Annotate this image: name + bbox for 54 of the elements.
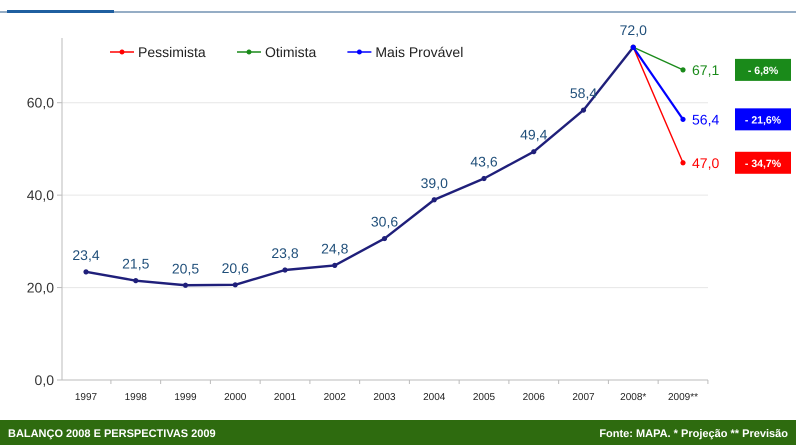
point — [531, 149, 536, 154]
data-label: 20,6 — [222, 260, 250, 276]
data-label: 72,0 — [620, 22, 648, 38]
point — [432, 197, 437, 202]
point — [680, 160, 686, 166]
x-tick-label: 2008* — [620, 392, 646, 403]
y-tick-label: 40,0 — [26, 187, 54, 204]
data-label: 49,4 — [520, 126, 548, 143]
x-tick-label: 2002 — [324, 392, 346, 403]
data-label: 20,5 — [172, 260, 200, 276]
text: - 21,6% — [744, 114, 782, 126]
x-tick-label: 2007 — [572, 392, 596, 403]
legend-label: Pessimista — [138, 44, 206, 60]
x-tick-label: 1998 — [124, 392, 148, 403]
y-tick-label: 60,0 — [26, 94, 54, 111]
text: - 34,7% — [744, 158, 782, 170]
text: - 6,8% — [748, 64, 779, 77]
data-label: 47,0 — [692, 154, 720, 171]
point — [282, 267, 288, 273]
data-label: 30,6 — [370, 214, 398, 230]
source-note: Fonte: MAPA. * Projeção ** Previsão — [599, 428, 788, 440]
data-label: 56,4 — [692, 111, 720, 128]
data-label: 39,0 — [420, 174, 448, 191]
point — [332, 262, 338, 268]
x-tick-label: 1999 — [174, 392, 198, 403]
legend-label: Mais Provável — [375, 44, 464, 60]
data-label: 58,4 — [570, 85, 598, 102]
data-label: 23,8 — [271, 245, 299, 262]
point — [232, 282, 238, 288]
y-tick-label: 20,0 — [26, 280, 54, 296]
point — [680, 67, 686, 72]
x-tick-label: 2003 — [373, 392, 396, 403]
x-tick-label: 2005 — [472, 392, 496, 403]
x-tick-label: 1997 — [74, 392, 98, 403]
data-label: 24,8 — [321, 240, 349, 256]
x-tick-label: 2001 — [274, 392, 297, 403]
point — [133, 278, 138, 284]
data-label: 23,4 — [72, 246, 100, 263]
x-tick-label: 2009** — [668, 392, 698, 403]
legend-label: Otimista — [265, 44, 317, 60]
x-tick-label: 2004 — [423, 392, 446, 403]
y-tick-label: 0,0 — [34, 372, 54, 388]
point — [680, 116, 686, 122]
point — [83, 269, 89, 274]
point — [182, 282, 188, 288]
point — [580, 107, 586, 113]
x-tick-label: 2006 — [522, 392, 546, 403]
x-tick-label: 2000 — [224, 392, 247, 403]
data-label: 21,5 — [122, 256, 150, 272]
point — [481, 176, 487, 182]
data-label: 67,1 — [692, 62, 720, 78]
point — [382, 236, 388, 242]
text: BALANÇO 2008 E PERSPECTIVAS 2009 — [8, 428, 216, 440]
data-label: 43,6 — [470, 153, 498, 170]
